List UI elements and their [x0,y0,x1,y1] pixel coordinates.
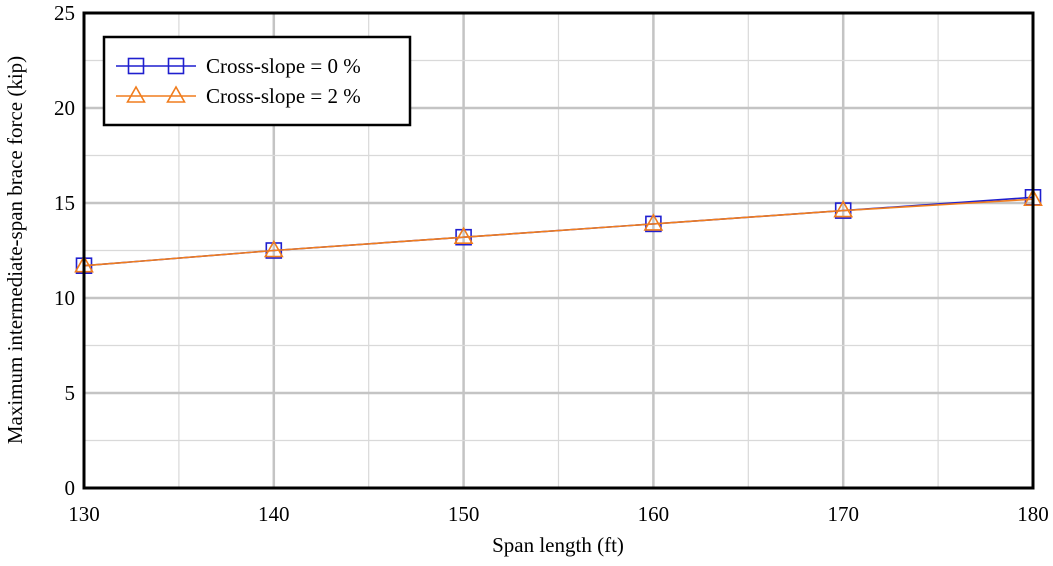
y-tick-label: 0 [65,476,76,500]
series-line [83,198,1034,267]
x-tick-label: 140 [258,502,290,526]
y-tick-label: 15 [54,191,75,215]
legend-marker-icon [167,57,185,75]
plot-frame [82,11,1035,490]
legend-item: Cross-slope = 0 % [116,54,361,78]
y-tick-label: 10 [54,286,75,310]
legend-marker-icon [166,85,186,103]
y-axis-label: Maximum intermediate-span brace force (k… [3,56,27,444]
x-tick-label: 170 [827,502,859,526]
triangle-marker [263,239,284,258]
legend-marker-icon [127,57,145,75]
triangle-marker [833,199,854,218]
series-layer [74,188,1043,275]
x-tick-label: 180 [1017,502,1049,526]
x-axis-label: Span length (ft) [492,533,624,557]
x-tick-label: 150 [448,502,480,526]
legend: Cross-slope = 0 % Cross-slope = 2 % [102,35,412,127]
grid [84,13,1033,488]
legend-label: Cross-slope = 0 % [206,54,361,78]
triangle-marker [453,226,474,244]
y-tick-label: 5 [65,381,76,405]
y-tick-label: 25 [54,1,75,25]
x-tick-label: 130 [68,502,100,526]
y-tick-label: 20 [54,96,75,120]
legend-box [102,35,412,127]
legend-label: Cross-slope = 2 % [206,84,361,108]
x-tick-label: 160 [638,502,670,526]
legend-marker-icon [126,85,146,103]
tick-labels: 130 140 150 160 170 180 0 5 10 15 20 25 [54,1,1049,526]
legend-item: Cross-slope = 2 % [116,84,361,108]
triangle-marker [643,213,664,231]
